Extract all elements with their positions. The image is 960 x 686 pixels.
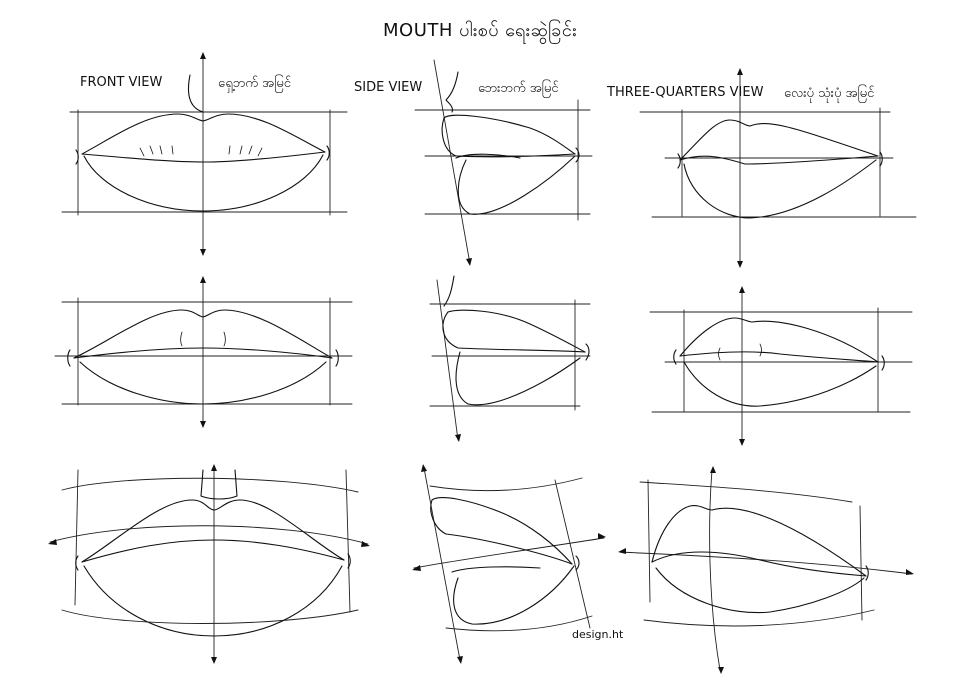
side-view-label-mm: ဘေးဘက် အမြင် <box>478 81 559 96</box>
side-view-label: SIDE VIEW <box>354 80 423 95</box>
three-quarters-view-mouth-2 <box>649 286 913 446</box>
side-view-mouth-1 <box>414 59 593 266</box>
page-title: MOUTH ပါးစပ် ရေးဆွဲခြင်း <box>383 20 577 41</box>
front-view-mouth-2 <box>54 276 353 428</box>
credit-text: design.ht <box>572 628 624 641</box>
three-quarters-view-mouth-3 <box>618 466 914 674</box>
three-quarters-view-label-mm: လေးပုံ သုံးပုံ အမြင် <box>784 86 875 101</box>
three-quarters-view-mouth-1 <box>639 68 917 268</box>
side-view-mouth-3 <box>412 464 606 664</box>
front-view-mouth-3 <box>48 464 370 664</box>
three-quarters-view-label: THREE-QUARTERS VIEW <box>607 85 764 100</box>
front-view-label-mm: ရှေ့ဘက် အမြင် <box>218 76 291 91</box>
side-view-mouth-2 <box>429 275 591 442</box>
front-view-label: FRONT VIEW <box>80 75 163 90</box>
front-view-mouth-1 <box>61 52 348 256</box>
